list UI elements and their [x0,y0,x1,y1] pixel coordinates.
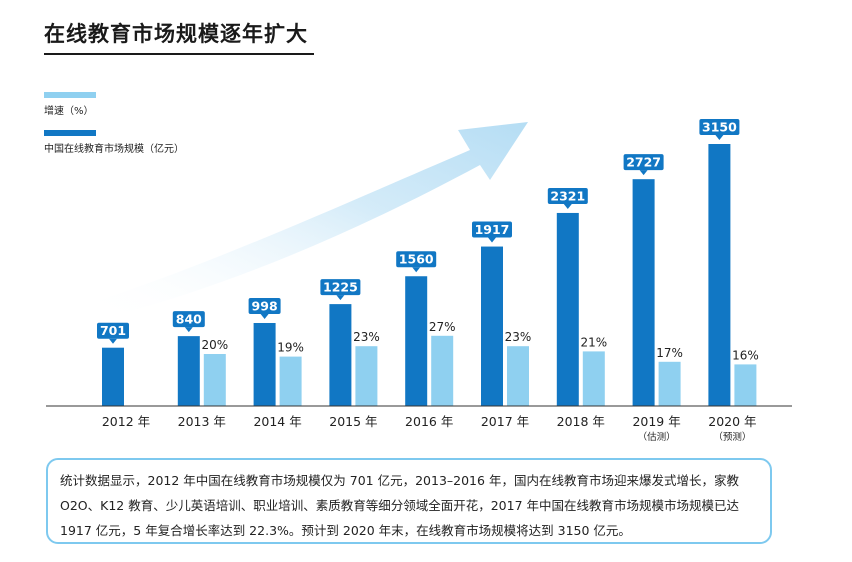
market-bar-5 [481,246,503,406]
x-tick-label-0: 2012 年 [102,414,150,429]
market-label-pointer-8 [715,135,724,140]
growth-bar-1 [203,354,226,406]
growth-bar-5 [507,346,529,406]
market-label-bg-8 [699,119,740,135]
legend-growth-label: 增速（%） [44,106,94,117]
market-bar-2 [253,322,276,406]
market-label-pointer-0 [109,338,117,344]
market-label-pointer-7 [639,170,648,176]
growth-label-4: 27% [429,320,456,334]
market-label-1: 840 [176,312,202,327]
market-label-0: 701 [100,323,126,338]
growth-label-2: 19% [277,341,304,355]
market-label-pointer-6 [563,203,572,209]
legend-growth: 增速（%） [44,92,96,117]
x-tick-label-1: 2013 年 [178,414,226,429]
legend-market: 中国在线教育市场规模（亿元） [44,130,184,155]
growth-label-3: 23% [353,330,380,344]
x-tick-label-3: 2015 年 [329,414,377,429]
growth-bar-7 [658,361,681,406]
market-label-2: 998 [252,298,278,313]
market-label-bg-3 [320,279,361,296]
market-bar-7 [632,179,655,406]
x-tick-note-8: （预测） [713,431,751,443]
growth-bar-6 [582,351,605,406]
market-label-bg-5 [472,221,512,238]
market-bar-1 [177,336,200,406]
growth-bar-8 [734,364,757,406]
market-label-5: 1917 [475,222,510,237]
market-label-pointer-4 [412,267,421,273]
market-label-bg-1 [172,311,205,328]
summary-text: 统计数据显示，2012 年中国在线教育市场规模仅为 701 亿元，2013–20… [60,473,739,538]
legend-market-label: 中国在线教育市场规模（亿元） [44,144,184,155]
market-label-6: 2321 [550,188,585,203]
market-label-pointer-3 [336,295,345,301]
x-tick-label-4: 2016 年 [405,414,453,429]
market-label-bg-4 [396,251,437,268]
market-label-pointer-5 [488,237,496,243]
legend-growth-swatch [44,92,96,98]
x-tick-label-8: 2020 年 [708,414,756,429]
trend-arrow [100,122,528,320]
chart-title: 在线教育市场规模逐年扩大 [44,22,308,46]
market-bar-3 [329,304,352,406]
market-label-8: 3150 [702,120,737,135]
market-bar-0 [102,347,124,406]
legend-market-swatch [44,130,96,136]
market-label-bg-7 [623,154,664,171]
x-tick-label-6: 2018 年 [557,414,605,429]
market-bar-8 [708,144,731,406]
title-underline [44,53,314,55]
market-label-pointer-1 [184,327,193,333]
x-tick-label-2: 2014 年 [253,414,301,429]
growth-label-6: 21% [580,335,607,349]
market-label-7: 2727 [626,155,661,170]
growth-bar-4 [431,335,454,406]
market-label-4: 1560 [399,252,434,267]
x-tick-label-7: 2019 年 [632,414,680,429]
growth-label-1: 20% [201,338,228,352]
market-label-3: 1225 [323,280,358,295]
market-label-bg-0 [97,322,129,339]
x-tick-note-7: （估测） [638,431,676,443]
growth-bar-3 [355,346,378,406]
bar-chart: 701 2012 年 840 20% 2013 年 998 19% 2014 年 1225 23%… [46,119,792,443]
growth-bar-2 [279,356,302,406]
market-bar-4 [405,276,428,406]
market-label-pointer-2 [260,313,269,319]
growth-label-7: 17% [656,346,683,360]
market-label-bg-2 [248,297,281,314]
market-bar-6 [556,212,579,406]
growth-label-5: 23% [505,330,532,344]
x-tick-label-5: 2017 年 [481,414,529,429]
market-label-bg-6 [547,187,588,204]
summary-box: 统计数据显示，2012 年中国在线教育市场规模仅为 701 亿元，2013–20… [46,458,772,544]
growth-label-8: 16% [732,348,759,362]
